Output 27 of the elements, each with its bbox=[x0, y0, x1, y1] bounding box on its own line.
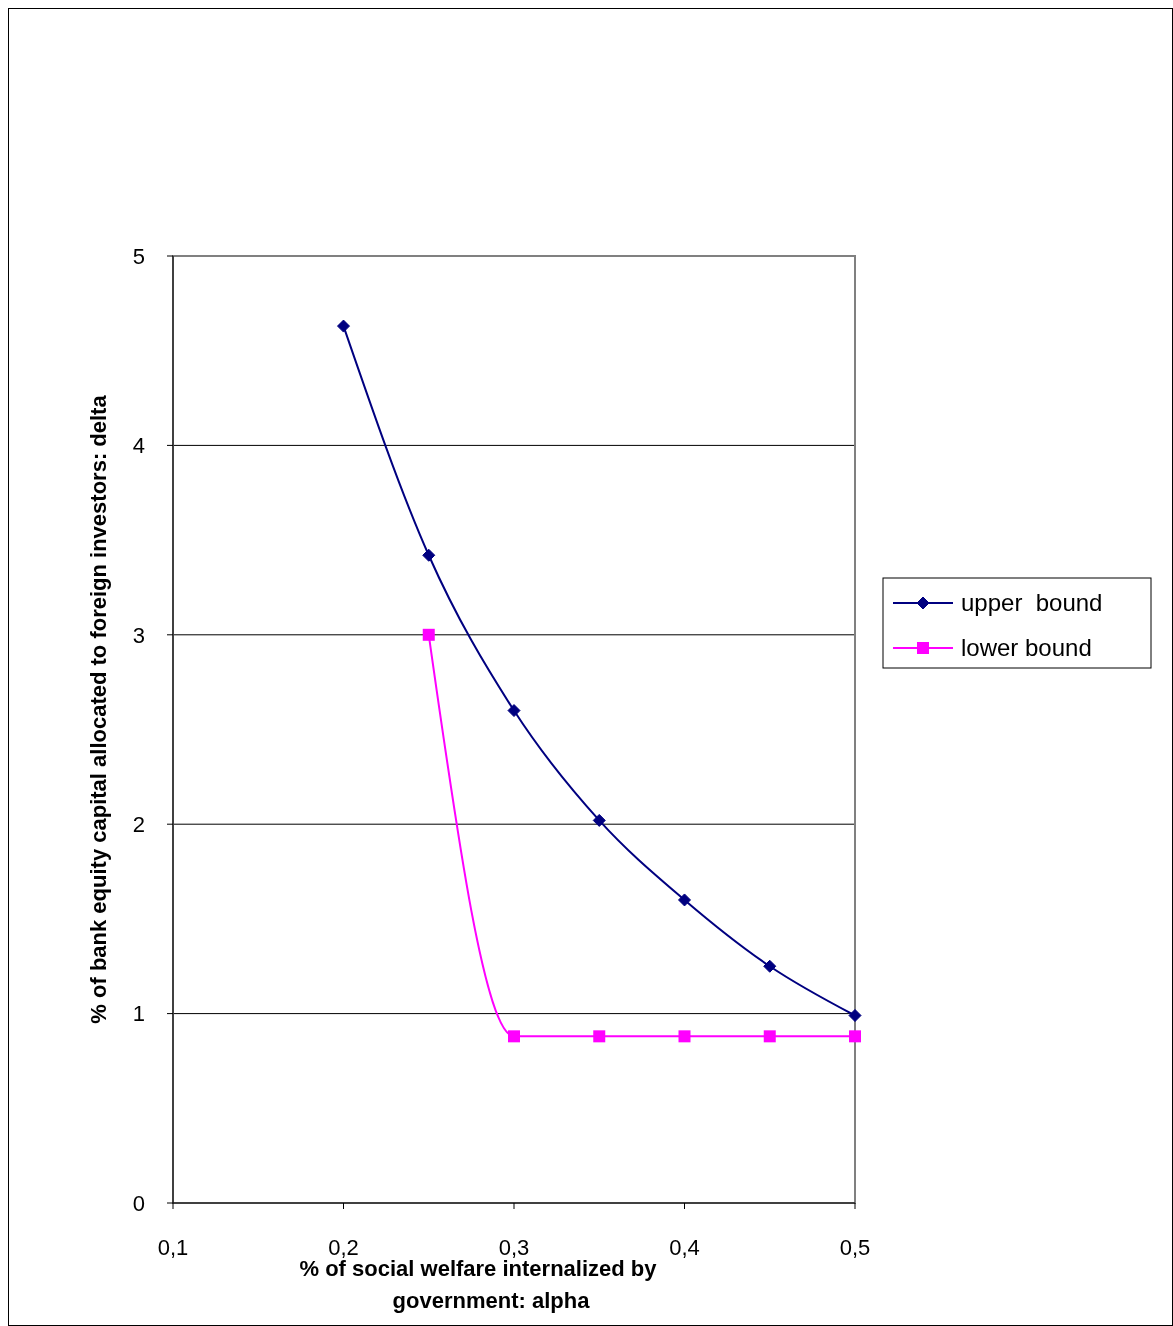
y-tick-label: 3 bbox=[132, 622, 145, 648]
y-tick-label: 0 bbox=[132, 1190, 145, 1216]
point bbox=[763, 1030, 776, 1043]
point bbox=[678, 893, 691, 907]
x-tick-label: 0,2 bbox=[328, 1235, 359, 1260]
point bbox=[678, 1030, 691, 1043]
point bbox=[848, 1008, 862, 1022]
legend-label: lower bound bbox=[961, 634, 1092, 662]
x-tick-label: 0,4 bbox=[669, 1235, 700, 1260]
y-tick-label: 4 bbox=[132, 433, 145, 459]
y-tick-label: 1 bbox=[132, 1001, 145, 1027]
point bbox=[507, 704, 521, 718]
y-axis-title: % of bank equity capital allocated to foreign investors: delta bbox=[86, 394, 111, 1024]
x-tick-label: 0,1 bbox=[157, 1235, 189, 1260]
point bbox=[508, 1030, 520, 1043]
y-tick-label: 2 bbox=[132, 811, 145, 837]
point bbox=[422, 628, 435, 641]
point bbox=[763, 959, 777, 973]
point bbox=[592, 813, 606, 827]
point bbox=[593, 1030, 606, 1043]
point bbox=[422, 548, 436, 562]
point bbox=[337, 319, 350, 333]
y-tick-label: 5 bbox=[132, 243, 145, 269]
point bbox=[849, 1030, 861, 1043]
legend-label: upper bound bbox=[961, 589, 1103, 617]
x-tick-label: 0,3 bbox=[498, 1235, 530, 1260]
x-tick-label: 0,5 bbox=[839, 1235, 871, 1260]
